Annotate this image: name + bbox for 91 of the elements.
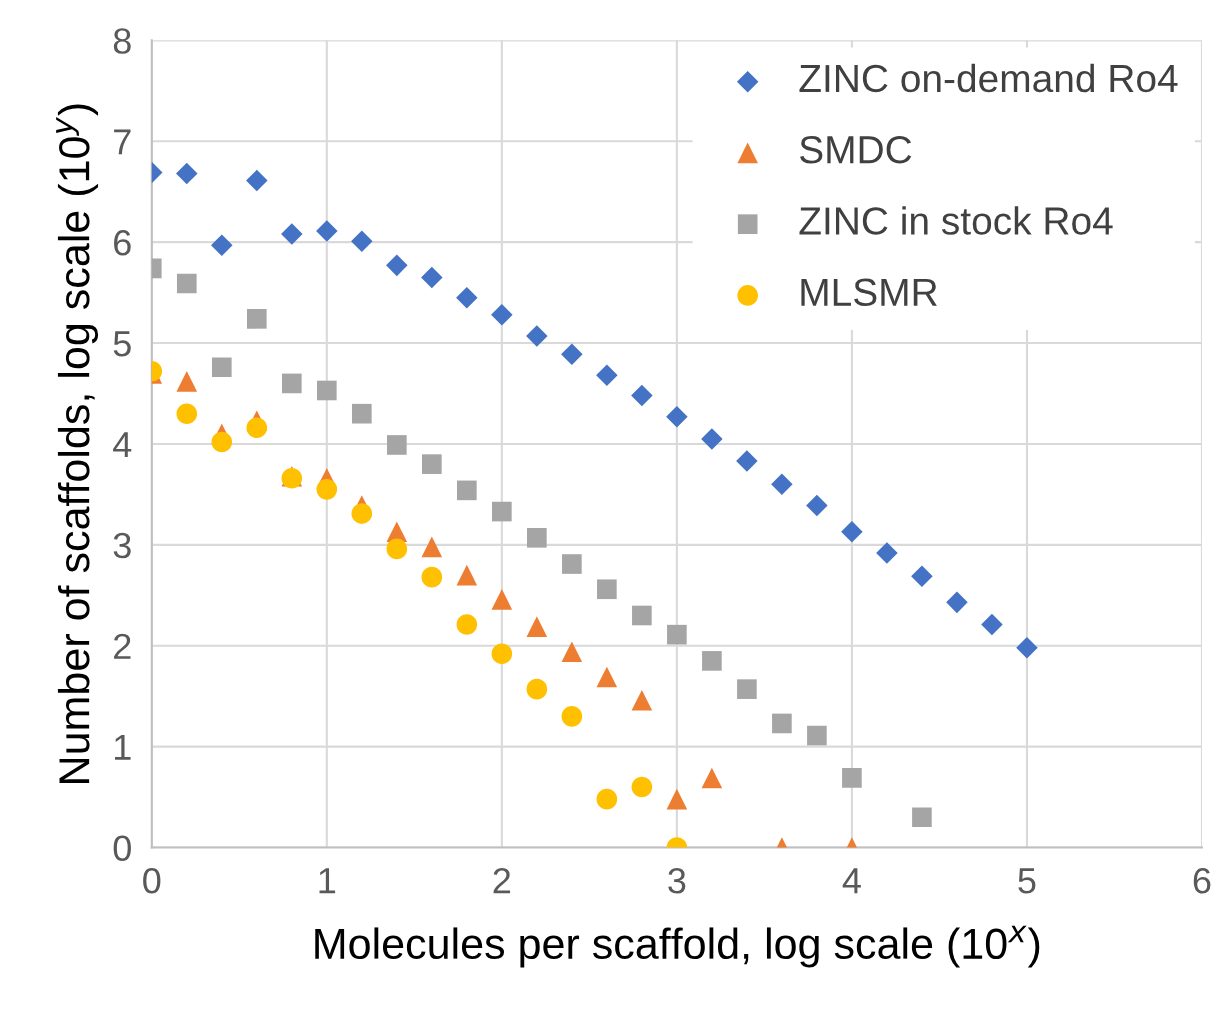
point [771, 473, 793, 496]
point [631, 776, 653, 798]
point [911, 565, 933, 587]
point [981, 613, 1003, 636]
point [702, 651, 722, 671]
point [632, 605, 652, 626]
point [316, 380, 337, 401]
point [457, 480, 477, 501]
point [387, 435, 407, 455]
point [666, 405, 688, 428]
point [456, 614, 478, 635]
point [281, 223, 303, 245]
x-tick-label: 3 [668, 867, 686, 894]
point [596, 364, 618, 387]
point [701, 767, 723, 789]
point [176, 403, 198, 424]
legend-label: MLSMR [801, 278, 937, 307]
point [491, 643, 513, 665]
point [561, 641, 583, 663]
point [737, 679, 757, 699]
point [211, 234, 233, 256]
x-tick-label: 5 [1018, 868, 1036, 894]
point [561, 343, 583, 365]
point [841, 520, 863, 543]
point [1016, 637, 1038, 659]
point [351, 230, 373, 252]
point [527, 527, 547, 548]
point [176, 162, 198, 185]
point [491, 304, 513, 326]
point [631, 384, 653, 407]
point [351, 503, 373, 524]
point [491, 589, 513, 610]
x-tick-label: 6 [1193, 867, 1211, 894]
point [912, 807, 932, 828]
point [596, 788, 618, 810]
point [211, 357, 232, 378]
y-tick-label: 4 [113, 432, 132, 458]
point [772, 713, 792, 734]
point [176, 273, 197, 294]
y-axis-title: Number of scaffolds, log scale (10$^{y}$) [56, 104, 99, 783]
point [421, 536, 443, 558]
point [597, 579, 617, 600]
y-tick-label: 6 [114, 230, 131, 256]
point [386, 538, 408, 560]
point [526, 616, 548, 637]
y-tick-label: 3 [113, 532, 131, 559]
point [807, 725, 827, 746]
point [596, 666, 618, 688]
legend-label: ZINC in stock Ro4 [799, 206, 1113, 235]
y-tick-label: 7 [114, 129, 131, 155]
point [492, 501, 512, 522]
x-axis-title: Molecules per scaffold, log scale (10$^{x}$) [315, 925, 1040, 968]
point [316, 479, 338, 500]
legend-label: SMDC [800, 135, 912, 164]
legend-label: ZINC on-demand Ro4 [799, 63, 1178, 93]
point [946, 591, 968, 614]
point [421, 566, 443, 588]
point [246, 309, 267, 329]
point [211, 431, 233, 453]
point [666, 788, 688, 810]
point [736, 450, 758, 472]
point [842, 768, 862, 788]
point [351, 403, 372, 424]
point [631, 689, 653, 711]
point [526, 678, 548, 700]
y-tick-label: 5 [113, 331, 131, 357]
y-tick-label: 1 [115, 734, 131, 760]
point [246, 417, 268, 439]
point [562, 554, 582, 574]
point [806, 494, 828, 517]
point [526, 325, 548, 347]
point [246, 169, 268, 192]
x-tick-label: 0 [143, 867, 161, 894]
point [876, 542, 898, 564]
x-tick-label: 1 [319, 868, 336, 894]
x-tick-label: 2 [493, 867, 511, 894]
y-tick-label: 8 [113, 28, 131, 54]
x-tick-label: 4 [842, 868, 861, 894]
point [422, 454, 442, 474]
y-tick-label: 0 [113, 835, 131, 861]
point [316, 220, 338, 242]
y-tick-label: 2 [114, 633, 131, 659]
point [561, 706, 583, 727]
point [456, 286, 478, 309]
point [421, 266, 443, 289]
point [667, 624, 687, 645]
point [281, 373, 302, 394]
point [386, 254, 408, 277]
point [456, 564, 478, 586]
point [176, 371, 198, 392]
point [701, 428, 723, 450]
